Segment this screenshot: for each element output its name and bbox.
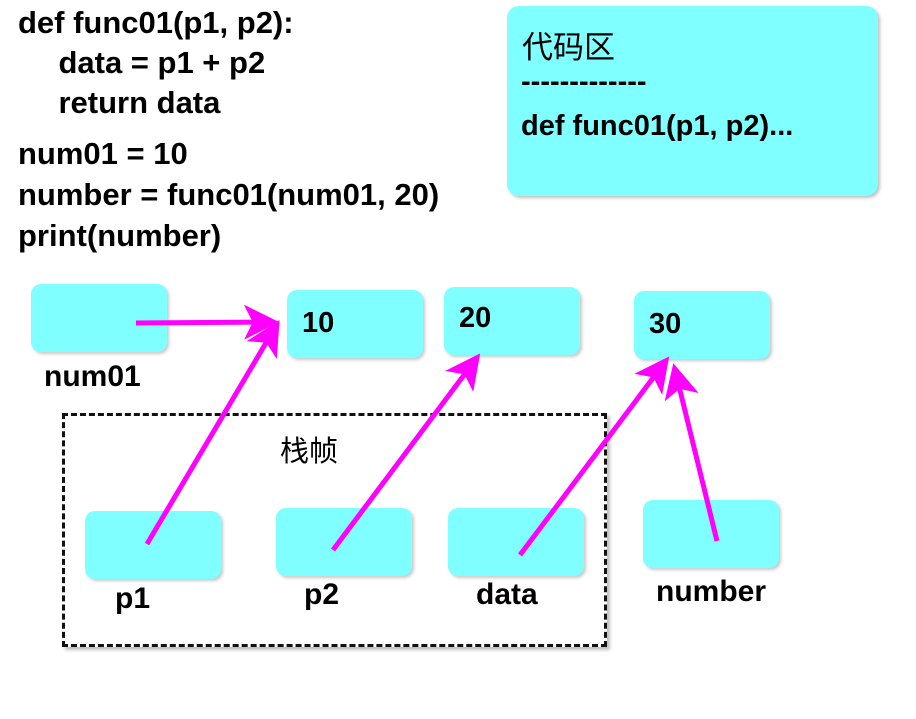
code-line-print: print(number) (18, 218, 222, 253)
value-box-20: 20 (444, 287, 580, 355)
data-label: data (476, 578, 538, 611)
code-line-number: number = func01(num01, 20) (18, 177, 440, 212)
data-box (448, 508, 584, 576)
p2-label: p2 (304, 578, 340, 611)
num01-box (31, 284, 167, 352)
value-box-10: 10 (287, 290, 423, 358)
code-line-def: def func01(p1, p2): (18, 5, 294, 40)
stack-frame-label: 栈帧 (280, 434, 339, 468)
value-10: 10 (302, 307, 335, 339)
arrow-data-to-30 (518, 356, 670, 557)
code-area-separator: ------------- (521, 66, 647, 98)
code-area-code: def func01(p1, p2)... (521, 110, 794, 142)
arrow-p1-to-10 (144, 319, 280, 546)
number-label: number (656, 575, 767, 608)
p1-box (85, 511, 221, 579)
p1-label: p1 (115, 582, 151, 615)
stack-frame (62, 413, 607, 647)
num01-label: num01 (44, 360, 141, 393)
code-line-num01: num01 = 10 (18, 136, 188, 171)
code-area-title: 代码区 (522, 30, 615, 66)
value-20: 20 (459, 302, 492, 334)
arrow-num01-to-10 (135, 304, 279, 340)
arrow-p2-to-20 (330, 353, 481, 552)
arrow-number-to-30 (664, 363, 720, 542)
code-area-box: 代码区 ------------- def func01(p1, p2)... (507, 6, 878, 196)
value-box-30: 30 (634, 291, 770, 359)
code-line-return: return data (24, 85, 221, 120)
code-line-assign-data: data = p1 + p2 (24, 45, 266, 80)
p2-box (276, 508, 412, 576)
value-30: 30 (649, 308, 682, 340)
